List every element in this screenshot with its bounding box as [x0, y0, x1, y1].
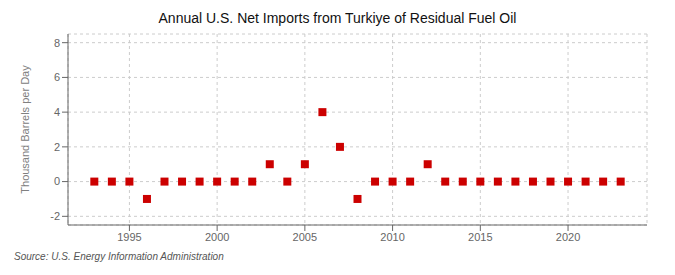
- svg-text:1995: 1995: [117, 231, 141, 243]
- svg-text:2: 2: [54, 141, 60, 153]
- svg-text:8: 8: [54, 37, 60, 49]
- svg-text:2010: 2010: [380, 231, 404, 243]
- html-text:Annual U.S. Net Imports from T: Annual U.S. Net Imports from Turkiye of …: [158, 10, 517, 26]
- html-text:Source: U.S. Energy Informatio: Source: U.S. Energy Information Administ…: [14, 251, 224, 262]
- svg-text:6: 6: [54, 71, 60, 83]
- svg-text:-2: -2: [50, 210, 60, 222]
- svg-text:2015: 2015: [468, 231, 492, 243]
- svg-text:2005: 2005: [293, 231, 317, 243]
- svg-text:Thousand Barrels per Day: Thousand Barrels per Day: [19, 65, 31, 194]
- svg-text:0: 0: [54, 175, 60, 187]
- svg-text:2000: 2000: [205, 231, 229, 243]
- svg-text:2020: 2020: [556, 231, 580, 243]
- svg-text:4: 4: [54, 106, 60, 118]
